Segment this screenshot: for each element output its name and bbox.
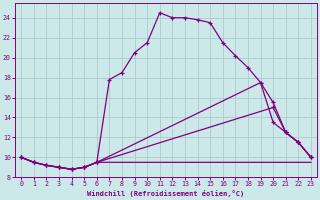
X-axis label: Windchill (Refroidissement éolien,°C): Windchill (Refroidissement éolien,°C) — [87, 190, 245, 197]
